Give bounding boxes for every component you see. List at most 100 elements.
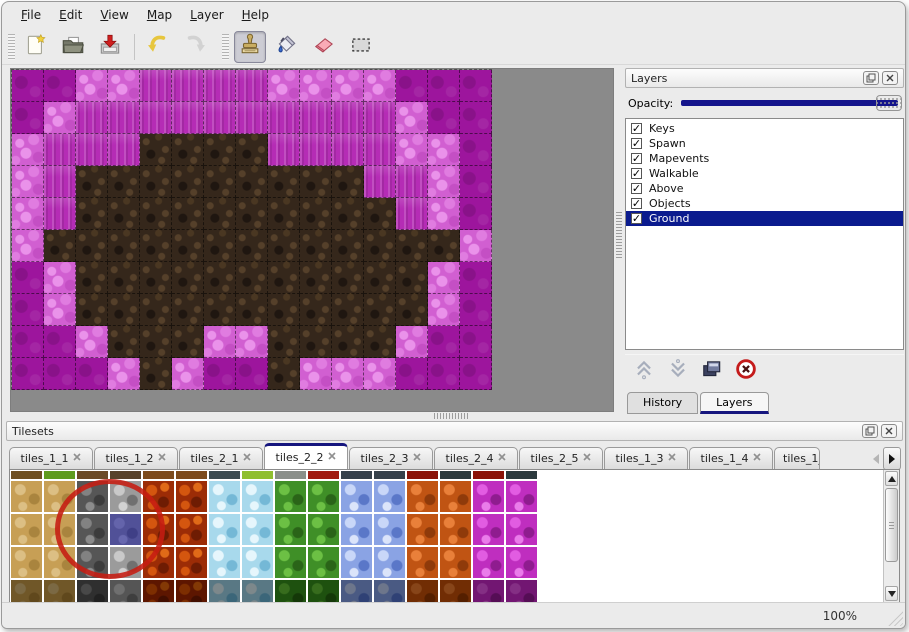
map-tile[interactable] [172, 262, 204, 294]
close-dock-icon[interactable] [882, 71, 898, 85]
tileset-tile-ice-grass[interactable] [242, 471, 273, 479]
map-tile[interactable] [76, 102, 108, 134]
tileset-tab-tiles_2_2[interactable]: tiles_2_2 [264, 443, 348, 470]
tileset-grid[interactable] [11, 471, 537, 602]
map-tile[interactable] [428, 262, 460, 294]
tileset-tile-leaves-red[interactable] [308, 481, 339, 512]
tileset-tile-amethyst[interactable] [473, 547, 504, 578]
map-tile[interactable] [364, 294, 396, 326]
tileset-scrollbar[interactable] [883, 470, 899, 602]
fill-tool-button[interactable] [271, 31, 303, 63]
map-tile[interactable] [172, 358, 204, 390]
tileset-tile-crystal[interactable] [341, 547, 372, 578]
tileset-tab-tiles_1_[interactable]: tiles_1_ [774, 447, 820, 470]
map-tile[interactable] [12, 166, 44, 198]
map-tile[interactable] [76, 134, 108, 166]
scroll-tabs-right-icon[interactable] [883, 447, 901, 470]
map-tile[interactable] [140, 166, 172, 198]
map-tile[interactable] [44, 262, 76, 294]
map-tile[interactable] [108, 230, 140, 262]
map-tile[interactable] [332, 102, 364, 134]
tileset-tile-ice-grass[interactable] [242, 481, 273, 512]
tileset-tile-sand-rock[interactable] [11, 481, 42, 512]
tileset-tab-tiles_2_3[interactable]: tiles_2_3 [349, 447, 433, 470]
layer-visibility-checkbox[interactable]: ✓ [631, 166, 642, 180]
tileset-tile-ice[interactable] [209, 580, 240, 602]
map-tile[interactable] [300, 70, 332, 102]
tileset-tile-lava-rock[interactable] [176, 547, 207, 578]
tab-close-icon[interactable] [158, 453, 167, 464]
tileset-tile-dark-stone[interactable] [77, 471, 108, 479]
map-tile[interactable] [76, 70, 108, 102]
close-dock-icon[interactable] [881, 424, 897, 438]
map-tile[interactable] [12, 102, 44, 134]
tileset-tile-amethyst[interactable] [506, 471, 537, 479]
map-tile[interactable] [396, 134, 428, 166]
layer-list[interactable]: ✓ Keys ✓ Spawn ✓ Mapevents ✓ Walkable ✓ Above ✓ Obj… [625, 118, 904, 350]
map-tile[interactable] [428, 166, 460, 198]
layer-visibility-checkbox[interactable]: ✓ [631, 151, 642, 165]
tileset-tile-ice-grass[interactable] [242, 580, 273, 602]
map-tile[interactable] [332, 198, 364, 230]
tileset-tile-lava-rock[interactable] [176, 481, 207, 512]
tileset-tile-sand-rock[interactable] [11, 580, 42, 602]
map-tile[interactable] [108, 166, 140, 198]
map-tile[interactable] [332, 230, 364, 262]
map-tile[interactable] [44, 358, 76, 390]
tileset-tile-crystal[interactable] [374, 514, 405, 545]
map-tile[interactable] [140, 102, 172, 134]
map-tile[interactable] [460, 198, 492, 230]
tileset-tile-ice-grass[interactable] [242, 547, 273, 578]
tileset-tile-ember-rock[interactable] [440, 547, 471, 578]
tileset-tile-sand-rock-grass[interactable] [44, 471, 75, 479]
map-tile[interactable] [428, 358, 460, 390]
map-tile[interactable] [76, 166, 108, 198]
tileset-tile-lava-rock[interactable] [143, 514, 174, 545]
tileset-tile-dark-stone[interactable] [77, 547, 108, 578]
map-tile[interactable] [140, 134, 172, 166]
map-tile[interactable] [108, 262, 140, 294]
map-tile[interactable] [268, 294, 300, 326]
map-tile[interactable] [140, 230, 172, 262]
tileset-tile-sand-rock-grass[interactable] [44, 547, 75, 578]
map-tile[interactable] [268, 166, 300, 198]
map-tile[interactable] [332, 166, 364, 198]
new-button[interactable] [20, 31, 52, 63]
map-tile[interactable] [172, 134, 204, 166]
layer-visibility-checkbox[interactable]: ✓ [631, 121, 642, 135]
tab-close-icon[interactable] [73, 453, 82, 464]
map-tile[interactable] [300, 230, 332, 262]
opacity-slider-handle[interactable] [876, 95, 902, 111]
map-tile[interactable] [12, 134, 44, 166]
map-tile[interactable] [172, 70, 204, 102]
map-tile[interactable] [140, 70, 172, 102]
map-tile[interactable] [396, 102, 428, 134]
map-tile[interactable] [108, 134, 140, 166]
map-tile[interactable] [76, 230, 108, 262]
tileset-tile-amethyst[interactable] [506, 547, 537, 578]
layer-row[interactable]: ✓ Ground [626, 211, 903, 226]
tileset-tile-lava-rock[interactable] [143, 547, 174, 578]
layer-visibility-checkbox[interactable]: ✓ [631, 181, 642, 195]
menu-view[interactable]: View [100, 8, 129, 22]
map-tile[interactable] [268, 198, 300, 230]
map-tile[interactable] [44, 134, 76, 166]
map-tile[interactable] [364, 358, 396, 390]
map-tile[interactable] [236, 134, 268, 166]
tileset-tile-amethyst[interactable] [473, 580, 504, 602]
map-tile[interactable] [236, 166, 268, 198]
map-tile[interactable] [460, 230, 492, 262]
layer-visibility-checkbox[interactable]: ✓ [631, 196, 642, 210]
duplicate-layer-button[interactable] [697, 358, 727, 384]
opacity-slider-track[interactable] [681, 100, 898, 106]
tileset-view[interactable] [9, 469, 900, 603]
tileset-tile-ember-rock[interactable] [407, 580, 438, 602]
map-tile[interactable] [364, 134, 396, 166]
map-tile[interactable] [12, 230, 44, 262]
scrollbar-thumb[interactable] [885, 488, 898, 562]
map-tile[interactable] [108, 198, 140, 230]
map-tile[interactable] [332, 326, 364, 358]
map-tile[interactable] [236, 230, 268, 262]
move-layer-up-button[interactable] [629, 358, 659, 384]
tileset-tile-leaves[interactable] [275, 547, 306, 578]
